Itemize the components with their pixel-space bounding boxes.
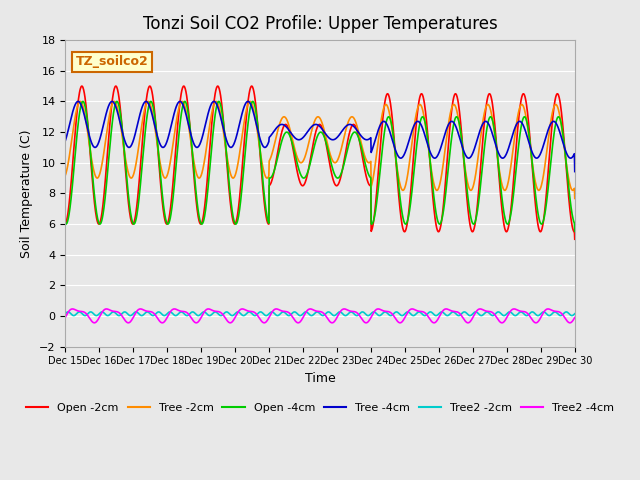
Tree2 -2cm (234, 309, 242, 315)
Tree2 -2cm (571, 311, 579, 317)
Tree -2cm (278, 116, 285, 121)
Tree2 -2cm (101, 311, 109, 316)
Tree -4cm (298, 136, 305, 142)
Open -2cm (278, 129, 285, 135)
Tree2 -4cm (61, 314, 69, 320)
Tree2 -2cm (289, 310, 296, 316)
Tree2 -2cm (351, 312, 359, 318)
Open -2cm (61, 221, 69, 227)
Tree2 -2cm (122, 309, 129, 315)
Tree2 -2cm (298, 312, 305, 318)
Tree -4cm (351, 125, 359, 131)
Open -2cm (101, 181, 109, 187)
Tree -4cm (74, 98, 82, 104)
Line: Tree -4cm: Tree -4cm (65, 101, 575, 171)
Tree -2cm (122, 157, 129, 163)
Tree2 -4cm (396, 320, 404, 326)
Tree -4cm (122, 141, 129, 146)
Tree -2cm (101, 144, 109, 150)
Tree2 -4cm (122, 318, 129, 324)
Tree2 -4cm (571, 314, 579, 320)
Open -2cm (571, 236, 579, 242)
Line: Tree2 -2cm: Tree2 -2cm (65, 312, 575, 315)
Open -2cm (351, 123, 359, 129)
Open -2cm (122, 170, 129, 176)
Open -4cm (101, 196, 109, 202)
Line: Open -4cm: Open -4cm (65, 101, 575, 231)
Open -4cm (298, 173, 305, 179)
Line: Tree -2cm: Tree -2cm (65, 101, 575, 198)
Y-axis label: Soil Temperature (C): Soil Temperature (C) (20, 129, 33, 258)
Tree2 -4cm (298, 317, 305, 323)
Open -4cm (79, 98, 87, 104)
Open -4cm (61, 221, 69, 227)
Tree -2cm (298, 160, 305, 166)
Tree2 -2cm (278, 310, 285, 315)
Line: Open -2cm: Open -2cm (65, 86, 575, 239)
Tree -4cm (289, 132, 296, 138)
Open -4cm (122, 164, 129, 170)
Tree2 -4cm (278, 308, 285, 314)
Open -2cm (78, 83, 86, 89)
Tree -4cm (278, 121, 285, 127)
Open -4cm (351, 130, 359, 135)
Tree -4cm (571, 168, 579, 174)
Legend: Open -2cm, Tree -2cm, Open -4cm, Tree -4cm, Tree2 -2cm, Tree2 -4cm: Open -2cm, Tree -2cm, Open -4cm, Tree -4… (22, 398, 618, 417)
Title: Tonzi Soil CO2 Profile: Upper Temperatures: Tonzi Soil CO2 Profile: Upper Temperatur… (143, 15, 497, 33)
Tree -2cm (110, 98, 118, 104)
Open -4cm (278, 138, 285, 144)
Open -2cm (298, 182, 305, 188)
Tree2 -2cm (61, 311, 69, 317)
X-axis label: Time: Time (305, 372, 335, 385)
Tree2 -4cm (351, 309, 359, 315)
Text: TZ_soilco2: TZ_soilco2 (76, 56, 148, 69)
Tree -4cm (61, 138, 69, 144)
Tree2 -2cm (398, 312, 406, 318)
Open -2cm (289, 142, 296, 148)
Tree -2cm (351, 119, 359, 124)
Tree2 -4cm (289, 314, 296, 320)
Tree2 -4cm (101, 307, 109, 312)
Tree -2cm (571, 195, 579, 201)
Line: Tree2 -4cm: Tree2 -4cm (65, 309, 575, 323)
Open -4cm (289, 140, 296, 146)
Tree2 -4cm (205, 306, 212, 312)
Tree -2cm (289, 136, 296, 142)
Open -4cm (571, 228, 579, 234)
Tree -4cm (101, 115, 109, 121)
Tree -2cm (61, 173, 69, 179)
